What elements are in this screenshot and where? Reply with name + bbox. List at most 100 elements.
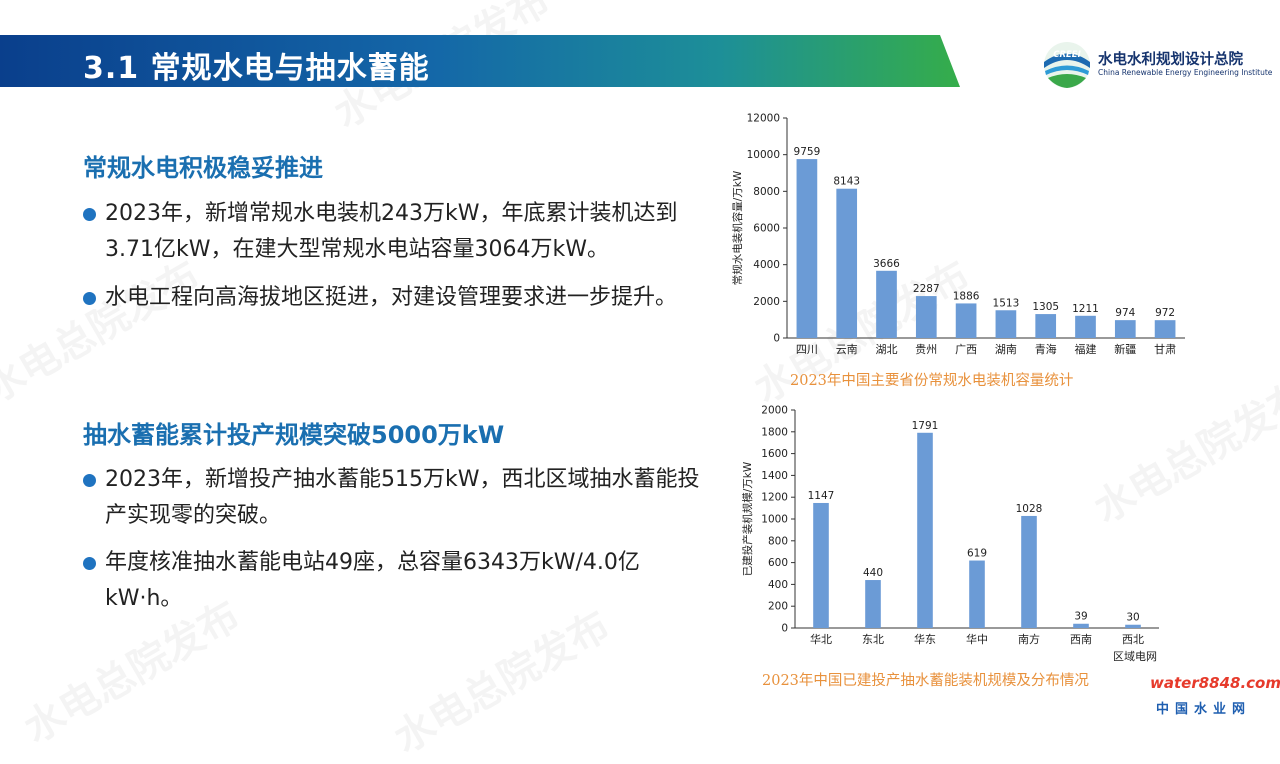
data-label: 1305 — [1032, 301, 1059, 313]
data-label: 1886 — [953, 290, 980, 302]
x-tick-label: 云南 — [836, 343, 858, 356]
y-tick-label: 2000 — [761, 405, 788, 417]
y-tick-label: 4000 — [753, 259, 780, 271]
chart-conventional-hydro: 0 2000 4000 6000 8000 10000 12000 9759 四川 8143 云南 3… — [731, 113, 1185, 356]
y-tick-label: 1600 — [761, 448, 788, 460]
data-label: 972 — [1155, 307, 1175, 319]
bullet-text: 2023年，新增常规水电装机243万kW，年底累计装机达到3.71亿kW，在建大… — [105, 201, 678, 262]
creei-logo-icon: CREEI — [1044, 42, 1090, 88]
header-band — [0, 35, 960, 87]
bar — [917, 432, 933, 628]
y-tick-label: 1000 — [761, 514, 788, 526]
y-tick-label: 1400 — [761, 470, 788, 482]
y-tick-label: 6000 — [753, 223, 780, 235]
x-tick-label: 广西 — [955, 343, 977, 356]
bar — [865, 580, 881, 628]
data-label: 974 — [1115, 307, 1135, 319]
bullet-text: 年度核准抽水蓄能电站49座，总容量6343万kW/4.0亿kW·h。 — [105, 550, 640, 611]
data-label: 1791 — [912, 420, 939, 432]
x-tick-label: 四川 — [796, 343, 818, 356]
y-tick-label: 10000 — [747, 149, 780, 161]
x-axis-label: 区域电网 — [1113, 650, 1157, 663]
data-label: 440 — [863, 567, 883, 579]
bullet-item: 2023年，新增常规水电装机243万kW，年底累计装机达到3.71亿kW，在建大… — [83, 196, 703, 268]
water8848-brand: water8848.com — [1150, 674, 1280, 692]
chart-caption-pumped-storage: 2023年中国已建投产抽水蓄能装机规模及分布情况 — [762, 673, 1089, 689]
y-tick-label: 8000 — [753, 186, 780, 198]
page-title: 3.1 常规水电与抽水蓄能 — [83, 51, 430, 86]
x-tick-label: 华东 — [914, 632, 936, 646]
bar — [836, 188, 858, 338]
data-label: 30 — [1126, 612, 1139, 624]
y-tick-label: 12000 — [747, 113, 780, 125]
bar — [1114, 320, 1136, 338]
bullet-dot-icon — [83, 208, 96, 221]
data-label: 9759 — [794, 146, 821, 158]
x-tick-label: 青海 — [1035, 342, 1057, 356]
y-tick-label: 1800 — [761, 426, 788, 438]
watermark: 水电总院发布 — [0, 244, 208, 414]
data-label: 2287 — [913, 283, 940, 295]
bar — [1154, 320, 1176, 338]
data-label: 3666 — [873, 258, 900, 270]
y-tick-label: 1200 — [761, 492, 788, 504]
bullet-item: 水电工程向高海拔地区挺进，对建设管理要求进一步提升。 — [83, 280, 703, 316]
bar — [1073, 623, 1089, 628]
bar — [1125, 624, 1141, 628]
y-tick-label: 200 — [768, 601, 788, 613]
data-label: 1211 — [1072, 303, 1099, 315]
bullet-item: 年度核准抽水蓄能电站49座，总容量6343万kW/4.0亿kW·h。 — [83, 545, 703, 617]
bar — [955, 303, 977, 338]
bar — [1075, 315, 1096, 338]
y-tick-label: 2000 — [753, 296, 780, 308]
bar — [876, 270, 897, 338]
bullet-item: 2023年，新增投产抽水蓄能515万kW，西北区域抽水蓄能投产实现零的突破。 — [83, 462, 703, 534]
x-tick-label: 华北 — [810, 632, 832, 646]
x-tick-label: 西南 — [1070, 633, 1092, 646]
y-tick-label: 0 — [773, 333, 780, 345]
data-label: 39 — [1074, 611, 1087, 623]
x-tick-label: 新疆 — [1114, 342, 1136, 356]
data-label: 1513 — [993, 297, 1020, 309]
y-tick-label: 400 — [768, 579, 788, 591]
bullet-dot-icon — [83, 474, 96, 487]
data-label: 1028 — [1016, 503, 1043, 515]
bar — [995, 310, 1017, 338]
y-axis-label: 已建投产装机规模/万kW — [741, 461, 754, 576]
x-tick-label: 湖南 — [995, 343, 1017, 356]
section-heading-conventional: 常规水电积极稳妥推进 — [83, 154, 323, 182]
y-axis-label: 常规水电装机容量/万kW — [731, 170, 744, 285]
chart-pumped-storage: 0 200 400 600 800 1000 1200 1400 1600 1800 2000 114… — [741, 405, 1159, 663]
bar — [969, 560, 985, 628]
water8848-logo: water8848.com 中国水业网 — [1150, 674, 1280, 718]
x-tick-label: 湖北 — [876, 343, 898, 356]
chart-caption-conventional: 2023年中国主要省份常规水电装机容量统计 — [790, 373, 1074, 389]
data-label: 619 — [967, 548, 987, 560]
logo-english-name: China Renewable Energy Engineering Insti… — [1098, 68, 1273, 77]
x-tick-label: 甘肃 — [1154, 343, 1176, 356]
x-tick-label: 南方 — [1018, 632, 1040, 646]
x-tick-label: 西北 — [1122, 633, 1144, 646]
section-heading-pumped-storage: 抽水蓄能累计投产规模突破5000万kW — [83, 421, 505, 449]
x-tick-label: 福建 — [1075, 342, 1097, 356]
bar — [1021, 515, 1037, 628]
y-tick-label: 0 — [781, 623, 788, 635]
bullet-dot-icon — [83, 292, 96, 305]
data-label: 1147 — [808, 490, 835, 502]
logo-badge: CREEI — [1053, 50, 1081, 60]
x-tick-label: 贵州 — [915, 343, 937, 356]
bullet-text: 水电工程向高海拔地区挺进，对建设管理要求进一步提升。 — [105, 285, 678, 310]
bar — [1035, 314, 1057, 338]
watermark: 水电总院发布 — [382, 594, 619, 764]
bullet-text: 2023年，新增投产抽水蓄能515万kW，西北区域抽水蓄能投产实现零的突破。 — [105, 467, 700, 528]
logo-name: 水电水利规划设计总院 — [1098, 52, 1243, 68]
data-label: 8143 — [833, 176, 860, 188]
bar — [813, 502, 829, 628]
bar — [796, 159, 818, 338]
bar — [915, 296, 937, 338]
bullet-dot-icon — [83, 557, 96, 570]
x-tick-label: 华中 — [966, 632, 988, 646]
water8848-sub: 中国水业网 — [1156, 702, 1252, 717]
x-tick-label: 东北 — [862, 633, 884, 646]
institute-logo: CREEI 水电水利规划设计总院 China Renewable Energy … — [1040, 40, 1272, 90]
